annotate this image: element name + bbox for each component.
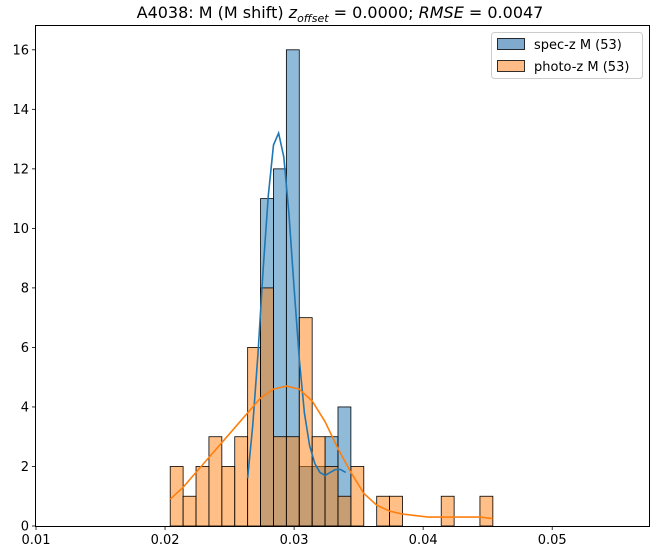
photo-z-bar <box>479 495 494 527</box>
plot-frame <box>35 25 650 527</box>
y-tick-label: 4 <box>21 400 29 415</box>
y-tick-label: 12 <box>12 162 29 177</box>
y-tick-label: 2 <box>21 460 29 475</box>
photo-z-bar <box>195 466 210 527</box>
axes-layer: 0.01 0.02 0.03 0.04 0.05 0 2 4 6 8 10 12 14 16 <box>12 43 566 548</box>
photo-z-bar <box>311 436 326 527</box>
legend-swatch-spec-z <box>497 38 525 50</box>
y-tick-label: 10 <box>12 222 29 237</box>
kde-layer <box>169 130 493 520</box>
y-tick-label: 8 <box>21 281 29 296</box>
photo-z-kde-line <box>169 385 493 520</box>
photo-z-bar <box>440 495 455 527</box>
photo-z-bar <box>376 495 391 527</box>
photo-z-bar <box>260 287 274 527</box>
x-tick-label: 0.04 <box>409 533 438 548</box>
legend-label-spec-z: spec-z M (53) <box>534 38 622 53</box>
y-tick-label: 0 <box>21 520 29 535</box>
photo-z-bar <box>247 347 261 527</box>
y-tick-label: 16 <box>12 43 29 58</box>
photo-z-bar <box>221 466 236 527</box>
photo-z-bar <box>169 466 184 527</box>
legend: spec-z M (53) photo-z M (53) <box>491 32 643 79</box>
y-tick-label: 6 <box>21 341 29 356</box>
photo-z-bar <box>285 436 300 527</box>
x-tick-label: 0.03 <box>280 533 309 548</box>
x-tick-label: 0.05 <box>538 533 567 548</box>
spec-z-kde-line <box>246 130 347 479</box>
chart-title: A4038: M (M shift) zoffset = 0.0000; RMS… <box>137 3 544 25</box>
legend-frame <box>491 32 643 79</box>
legend-swatch-photo-z <box>497 60 525 72</box>
y-tick-label: 14 <box>12 103 29 118</box>
photo-z-bar <box>273 436 287 527</box>
photo-z-bar <box>324 466 339 527</box>
photo-z-bar <box>182 495 197 527</box>
bars-layer <box>169 49 494 527</box>
x-tick-label: 0.01 <box>22 533 51 548</box>
photo-z-bar <box>234 436 249 527</box>
x-tick-label: 0.02 <box>151 533 180 548</box>
photo-z-bar <box>337 495 352 527</box>
legend-label-photo-z: photo-z M (53) <box>534 60 629 75</box>
